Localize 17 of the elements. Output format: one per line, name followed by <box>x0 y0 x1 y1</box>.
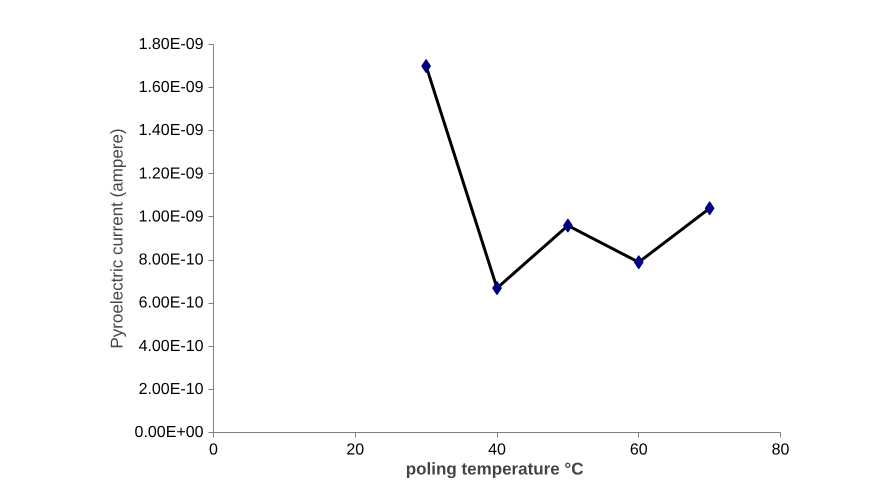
y-tick-label: 2.00E-10 <box>138 380 204 398</box>
y-tick-label: 1.00E-09 <box>138 208 204 226</box>
x-tick-label: 0 <box>209 442 218 458</box>
y-tick-label: 1.40E-09 <box>138 122 204 140</box>
y-tick-label: 1.80E-09 <box>138 36 204 53</box>
x-axis-title: poling temperature °C <box>406 460 584 478</box>
x-tick-label: 60 <box>630 442 648 458</box>
y-tick-label: 4.00E-10 <box>138 338 204 355</box>
y-axis-title: Pyroelectric current (ampere) <box>108 128 127 349</box>
y-tick-label: 8.00E-10 <box>138 252 204 269</box>
y-tick-label: 1.60E-09 <box>138 79 204 96</box>
x-tick-label: 40 <box>488 442 506 458</box>
y-tick-label: 6.00E-10 <box>138 294 204 312</box>
x-tick-label: 20 <box>346 442 364 458</box>
y-tick-label: 0.00E+00 <box>134 424 204 441</box>
x-tick-label: 80 <box>772 442 790 458</box>
y-tick-label: 1.20E-09 <box>138 165 204 182</box>
